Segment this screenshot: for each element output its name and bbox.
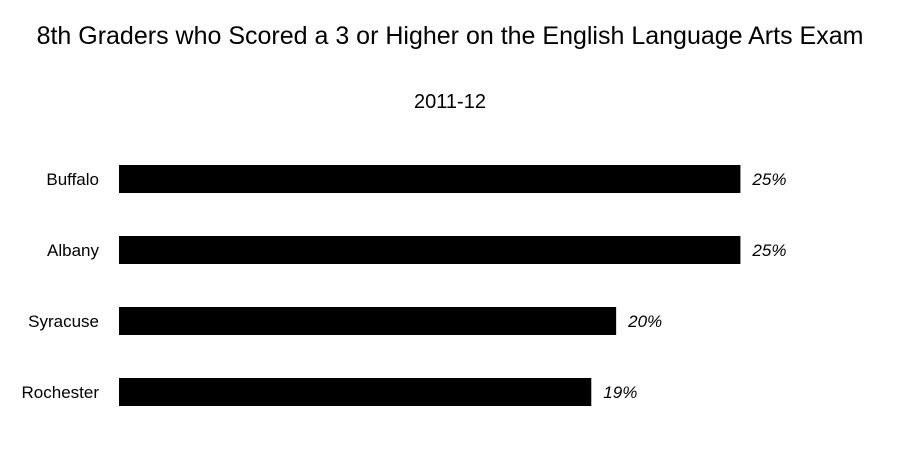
chart-subtitle: 2011-12 xyxy=(414,91,486,113)
category-label: Buffalo xyxy=(46,170,99,189)
value-label: 25% xyxy=(751,170,786,189)
bar xyxy=(119,378,592,406)
value-label: 25% xyxy=(751,241,786,260)
bar xyxy=(119,165,741,193)
value-label: 19% xyxy=(603,383,637,402)
bar xyxy=(119,307,617,335)
chart-title: 8th Graders who Scored a 3 or Higher on … xyxy=(36,22,864,50)
category-label: Rochester xyxy=(22,383,100,402)
bar xyxy=(119,236,741,264)
category-label: Syracuse xyxy=(28,312,99,331)
category-label: Albany xyxy=(47,241,99,260)
value-label: 20% xyxy=(627,312,662,331)
